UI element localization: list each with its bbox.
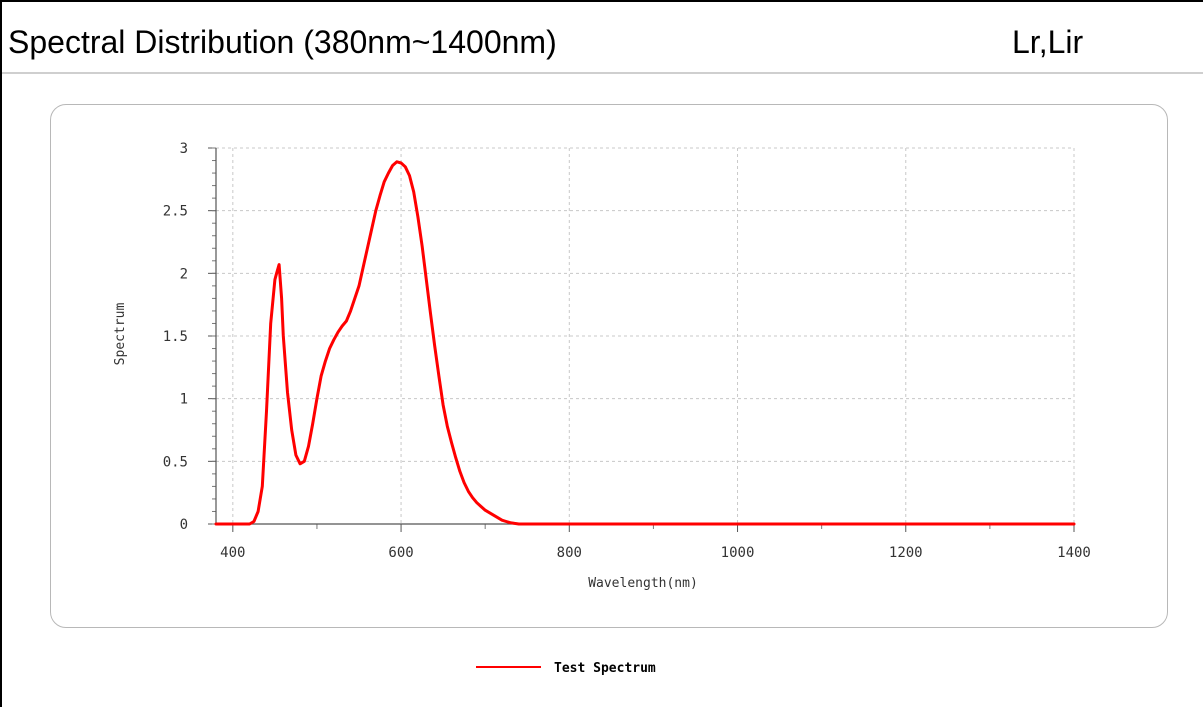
series-line-0	[214, 160, 1076, 526]
x-tick-label: 1200	[889, 545, 923, 561]
x-tick-label: 800	[557, 545, 582, 561]
y-axis-title: Spectrum	[113, 303, 128, 366]
x-tick-label: 1000	[721, 545, 755, 561]
y-tick-label: 2	[180, 266, 188, 282]
legend: Test Spectrum	[476, 661, 656, 676]
chart-panel	[50, 104, 1168, 628]
x-tick-label: 600	[388, 545, 413, 561]
legend-label-0: Test Spectrum	[554, 661, 656, 676]
chart-title: Spectral Distribution (380nm~1400nm)	[8, 24, 557, 60]
y-tick-label: 1.5	[163, 329, 188, 345]
header-bar: Spectral Distribution (380nm~1400nm) Lr,…	[2, 2, 1203, 74]
x-tick-label: 400	[220, 545, 245, 561]
y-tick-label: 0.5	[163, 454, 188, 470]
window-left-border	[0, 0, 2, 707]
y-tick-label: 0	[180, 517, 188, 533]
series-layer	[214, 160, 1076, 526]
grid-layer	[216, 147, 1075, 524]
x-tick-label: 1400	[1057, 545, 1091, 561]
y-tick-label: 1	[180, 392, 188, 408]
y-tick-label: 2.5	[163, 204, 188, 220]
y-tick-label: 3	[180, 141, 188, 157]
x-axis-title: Wavelength(nm)	[588, 576, 698, 591]
chart-subtitle: Lr,Lir	[1012, 24, 1084, 60]
window-top-border	[0, 0, 1203, 2]
